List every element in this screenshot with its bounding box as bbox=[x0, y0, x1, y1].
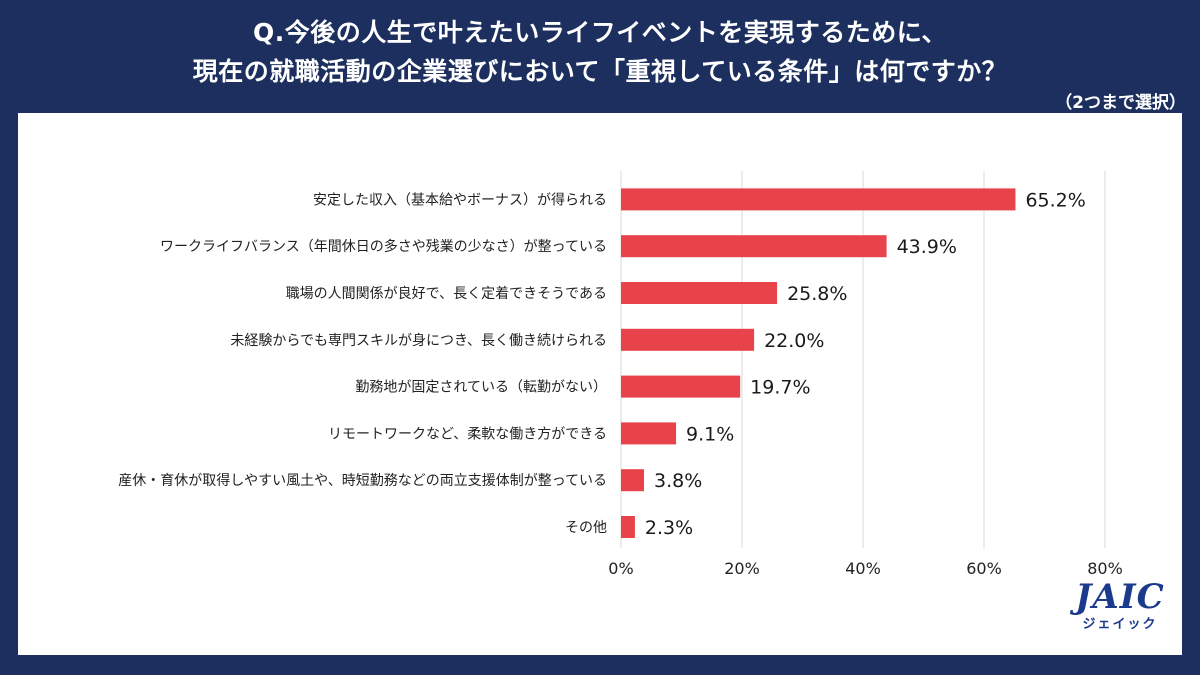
data-label: 25.8% bbox=[787, 283, 847, 305]
x-tick-label: 80% bbox=[1087, 559, 1123, 578]
category-label: その他 bbox=[565, 520, 607, 536]
x-tick-label: 0% bbox=[608, 559, 633, 578]
bar bbox=[621, 375, 741, 398]
data-label: 65.2% bbox=[1025, 189, 1085, 211]
data-label: 3.8% bbox=[654, 470, 702, 492]
category-label: 安定した収入（基本給やボーナス）が得られる bbox=[313, 191, 607, 208]
data-label: 9.1% bbox=[686, 423, 734, 445]
x-tick-label: 20% bbox=[724, 559, 760, 578]
data-label: 2.3% bbox=[645, 517, 693, 539]
bar bbox=[621, 469, 644, 492]
category-label: 職場の人間関係が良好で、長く定着できそうである bbox=[286, 286, 607, 302]
bar-chart: 0% 20% 40% 60% 80% 安定した収入（基本給やボーナス）が得られる 65.2%… bbox=[118, 171, 1123, 578]
category-label: リモートワークなど、柔軟な働き方ができる bbox=[328, 426, 607, 442]
category-label: ワークライフバランス（年間休日の多さや残業の少なさ）が整っている bbox=[160, 238, 607, 255]
bar bbox=[621, 516, 635, 538]
chart-panel: 0% 20% 40% 60% 80% 安定した収入（基本給やボーナス）が得られる 65.2%… bbox=[18, 113, 1182, 655]
data-label: 43.9% bbox=[897, 236, 957, 258]
x-tick-label: 60% bbox=[966, 559, 1002, 578]
selection-note: （2つまで選択） bbox=[1055, 93, 1186, 113]
data-label: 22.0% bbox=[764, 330, 824, 352]
data-label: 19.7% bbox=[750, 377, 810, 399]
bar bbox=[621, 422, 677, 445]
bar bbox=[621, 328, 755, 351]
logo-mark: JAIC bbox=[1075, 577, 1165, 617]
logo-kana: ジェイック bbox=[1082, 617, 1158, 632]
question-title-line2: 現在の就職活動の企業選びにおいて「重視している条件」は何ですか？ bbox=[192, 57, 1008, 86]
category-label: 勤務地が固定されている（転勤がない） bbox=[355, 380, 607, 396]
x-tick-label: 40% bbox=[845, 559, 881, 578]
question-title-line1: Q.今後の人生で叶えたいライフイベントを実現するために、 bbox=[252, 18, 947, 47]
category-label: 産休・育休が取得しやすい風土や、時短勤務などの両立支援体制が整っている bbox=[118, 472, 607, 489]
category-label: 未経験からでも専門スキルが身につき、長く働き続けられる bbox=[230, 332, 607, 349]
bar bbox=[621, 282, 778, 304]
bar bbox=[621, 188, 1016, 211]
bar bbox=[621, 235, 887, 258]
jaic-logo: JAIC ジェイック bbox=[1072, 577, 1168, 647]
chart-header: Q.今後の人生で叶えたいライフイベントを実現するために、 現在の就職活動の企業選… bbox=[0, 0, 1200, 113]
